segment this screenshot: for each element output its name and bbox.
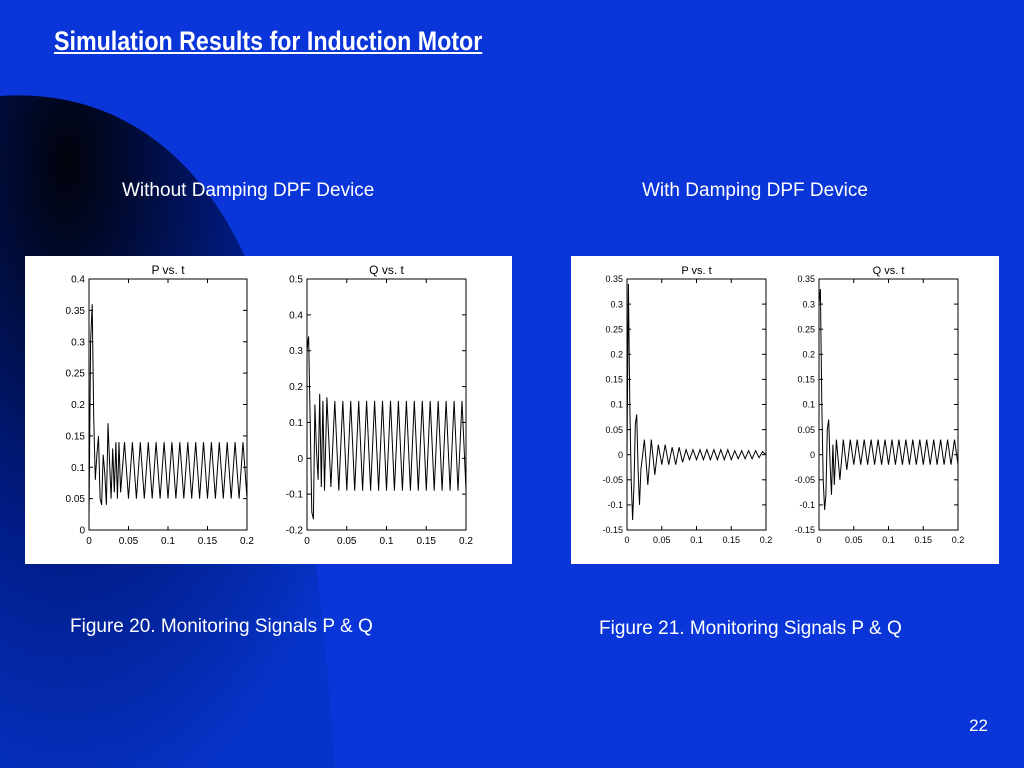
plot-frame [626,278,767,531]
plot-frame [818,278,959,531]
series-line [818,288,959,510]
y-tick-label: -0.1 [286,490,304,501]
y-tick-label: 0.2 [610,349,623,359]
y-tick-label: -0.1 [607,500,623,510]
chart-fig20-p: P vs. t 0 0.05 0.1 0.15 0.2 0.25 0.3 0.35 0.4 0 0.0… [66,263,255,547]
y-tick-label: 0.1 [71,463,85,474]
chart-title: Q vs. t [873,265,905,277]
x-tick-label: 0.15 [198,536,218,547]
y-tick-label: 0.35 [605,274,623,284]
x-tick-label: 0.15 [417,536,437,547]
x-tick-label: 0.1 [380,536,394,547]
series-line [306,336,467,520]
chart-title: P vs. t [681,265,711,277]
series-line [626,283,767,521]
y-tick-label: 0.3 [802,299,815,309]
x-tick-label: 0.05 [337,536,357,547]
y-tick-label: 0.2 [71,400,85,411]
x-tick-label: 0.1 [882,535,895,545]
x-tick-label: 0 [86,536,92,547]
x-tick-label: 0.2 [760,535,773,545]
y-tick-label: 0.1 [802,400,815,410]
page-number: 22 [969,716,988,735]
figure-21-caption: Figure 21. Monitoring Signals P & Q [599,618,902,639]
x-tick-label: 0.05 [653,535,671,545]
figure-21-panel: P vs. t -0.15 -0.1 -0.05 0 0.05 0.1 0.15 0.2 0.25… [571,256,999,564]
y-tick-label: 0.05 [66,494,86,505]
figure-20-panel: P vs. t 0 0.05 0.1 0.15 0.2 0.25 0.3 0.35 0.4 0 0.0… [25,256,512,564]
y-tick-label: 0.5 [289,275,303,286]
chart-fig21-q: Q vs. t -0.15 -0.1 -0.05 0 0.05 0.1 0.15 0.2 0.25… [794,265,964,545]
y-tick-label: 0.05 [605,425,623,435]
y-tick-label: -0.15 [794,525,815,535]
right-subtitle: With Damping DPF Device [642,180,868,201]
y-tick-label: 0 [79,526,85,537]
y-tick-label: -0.2 [286,526,304,537]
y-tick-label: 0 [297,454,303,465]
y-tick-label: -0.05 [794,475,815,485]
y-tick-label: 0.2 [289,382,303,393]
y-tick-label: 0.15 [797,375,815,385]
x-tick-label: 0.2 [952,535,965,545]
chart-fig21-p: P vs. t -0.15 -0.1 -0.05 0 0.05 0.1 0.15 0.2 0.25… [602,265,772,545]
y-tick-label: 0.1 [289,418,303,429]
x-tick-label: 0.15 [914,535,932,545]
y-tick-label: 0.35 [66,306,86,317]
y-tick-label: 0.15 [66,431,86,442]
x-tick-label: 0.15 [722,535,740,545]
y-tick-label: -0.15 [602,525,623,535]
plot-frame [306,278,467,531]
x-tick-label: 0.1 [161,536,175,547]
y-tick-label: 0.25 [605,324,623,334]
y-tick-label: 0.3 [71,337,85,348]
y-tick-label: 0.35 [797,274,815,284]
y-tick-label: 0.1 [610,400,623,410]
x-tick-label: 0 [624,535,629,545]
x-tick-label: 0.05 [119,536,139,547]
y-tick-label: 0.3 [289,346,303,357]
x-tick-label: 0.2 [240,536,254,547]
x-tick-label: 0 [816,535,821,545]
figure-20-caption: Figure 20. Monitoring Signals P & Q [70,616,373,637]
left-subtitle: Without Damping DPF Device [122,180,375,201]
chart-title: P vs. t [151,263,185,277]
y-tick-label: 0.15 [605,375,623,385]
x-tick-label: 0 [304,536,310,547]
slide-title: Simulation Results for Induction Motor [54,26,483,56]
y-tick-label: 0 [618,450,623,460]
chart-title: Q vs. t [369,263,404,277]
x-tick-label: 0.1 [690,535,703,545]
y-tick-label: -0.05 [602,475,623,485]
y-tick-label: 0.2 [802,349,815,359]
chart-fig20-q: Q vs. t -0.2 -0.1 0 0.1 0.2 0.3 0.4 0.5 0 0.05 0.1 0… [286,263,474,547]
x-tick-label: 0.05 [845,535,863,545]
x-tick-label: 0.2 [459,536,473,547]
y-tick-label: 0 [810,450,815,460]
y-tick-label: 0.25 [797,324,815,334]
y-tick-label: 0.05 [797,425,815,435]
y-tick-label: 0.3 [610,299,623,309]
y-tick-label: 0.25 [66,369,86,380]
series-line [88,304,248,518]
y-tick-label: 0.4 [71,275,85,286]
y-tick-label: 0.4 [289,310,303,321]
y-tick-label: -0.1 [799,500,815,510]
